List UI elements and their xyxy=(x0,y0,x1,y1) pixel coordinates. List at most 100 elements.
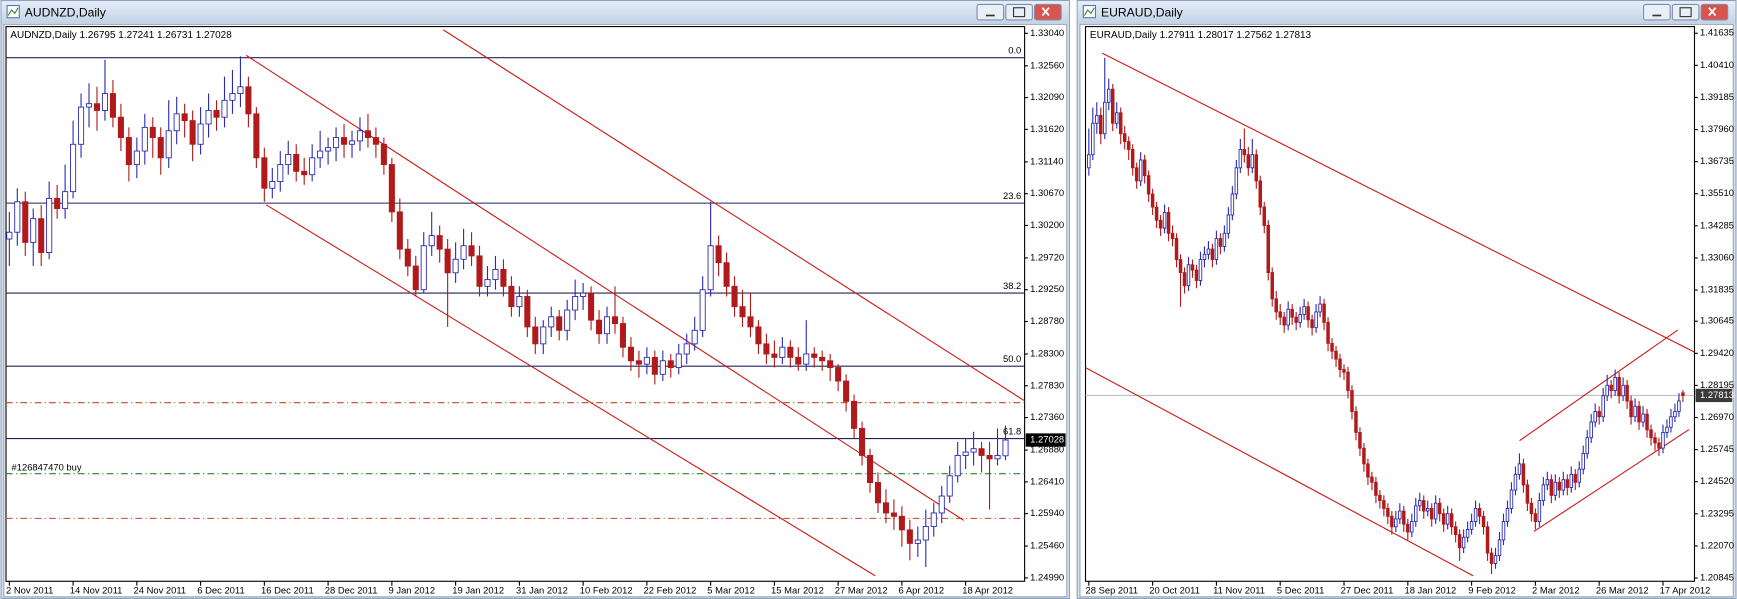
candle-body xyxy=(1306,306,1310,321)
candle-body xyxy=(1505,507,1510,522)
candle-body xyxy=(603,316,611,335)
candle-body xyxy=(1338,358,1342,371)
candle-body xyxy=(1545,479,1550,486)
candle-body xyxy=(540,326,547,345)
candle-body xyxy=(444,248,451,274)
candle-body xyxy=(859,427,866,456)
candle-body xyxy=(476,255,483,287)
y-tick-label: 1.31835 xyxy=(1700,284,1734,295)
plot-content: 0.0 23.6 38.2 50.0 61.8 #126847470 buy xyxy=(5,29,1025,577)
candle-body xyxy=(1390,515,1394,528)
candle-body xyxy=(1414,505,1418,522)
candle-body xyxy=(1314,311,1318,329)
candle-body xyxy=(1226,214,1231,234)
y-tick-label: 1.32560 xyxy=(1030,59,1064,70)
candle-body xyxy=(1218,238,1223,247)
candle-body xyxy=(109,93,116,118)
candle-body xyxy=(970,448,977,453)
candle-body xyxy=(1477,507,1482,517)
candle-body xyxy=(1402,510,1406,525)
candle-body xyxy=(1621,384,1625,397)
candle-body xyxy=(229,93,236,101)
candle-body xyxy=(70,143,77,193)
candle-body xyxy=(356,130,364,142)
maximize-button[interactable] xyxy=(1005,3,1033,21)
trend-line xyxy=(1519,329,1679,442)
candle-body xyxy=(1418,500,1422,507)
candle-body xyxy=(747,316,754,328)
x-tick-label: 9 Feb 2012 xyxy=(1468,585,1516,596)
candle-body xyxy=(1111,88,1115,124)
candle-body xyxy=(890,512,897,517)
candle-body xyxy=(1665,426,1669,433)
candle-body xyxy=(1158,219,1163,229)
candle-body xyxy=(1254,154,1259,182)
candle-body xyxy=(1473,507,1478,522)
candle-body xyxy=(1673,411,1677,418)
candle-body xyxy=(38,218,45,253)
candle-body xyxy=(85,103,93,108)
candle-body xyxy=(1493,555,1498,564)
candle-body xyxy=(1107,88,1111,103)
candle-body xyxy=(1601,395,1605,418)
candle-body xyxy=(1162,211,1167,229)
candle-body xyxy=(1653,437,1657,444)
candle-body xyxy=(619,323,626,348)
candle-body xyxy=(596,319,603,335)
x-tick-label: 9 Jan 2012 xyxy=(389,585,436,596)
candle-body xyxy=(221,99,228,118)
close-button[interactable] xyxy=(1700,3,1729,21)
candle-body xyxy=(1533,513,1538,522)
candle-body xyxy=(1346,371,1350,391)
candle-body xyxy=(6,231,13,240)
trend-line xyxy=(1085,367,1474,577)
candle-body xyxy=(14,201,21,233)
candle-body xyxy=(93,103,101,111)
price-box xyxy=(1695,388,1733,403)
x-tick-label: 27 Dec 2011 xyxy=(1341,585,1394,596)
candle-body xyxy=(157,137,164,159)
candle-body xyxy=(1182,272,1187,287)
candle-body xyxy=(691,329,698,345)
candle-body xyxy=(1425,507,1430,512)
candle-body xyxy=(827,360,834,368)
minimize-button[interactable] xyxy=(1642,3,1671,21)
candle-body xyxy=(994,455,1001,460)
candle-body xyxy=(835,367,842,382)
candle-body xyxy=(1581,452,1585,470)
candle-body xyxy=(1278,311,1282,318)
candle-body xyxy=(261,157,268,189)
close-button[interactable] xyxy=(1034,3,1062,21)
candle-body xyxy=(1445,513,1450,525)
candle-body xyxy=(1234,167,1239,195)
candle-body xyxy=(149,126,156,138)
candle-body xyxy=(1178,259,1183,274)
candle-body xyxy=(1489,552,1494,564)
candle-body xyxy=(651,356,658,375)
y-tick-label: 1.28195 xyxy=(1700,379,1734,390)
candle-body xyxy=(962,451,969,456)
candle-body xyxy=(795,356,802,365)
y-tick-label: 1.28300 xyxy=(1030,347,1064,358)
y-tick-label: 1.29420 xyxy=(1700,347,1734,358)
candle-body xyxy=(643,356,650,365)
candle-body xyxy=(364,130,371,138)
minimize-button[interactable] xyxy=(976,3,1005,21)
candle-body xyxy=(1569,473,1574,488)
candle-body xyxy=(420,245,427,291)
candle-body xyxy=(659,360,666,375)
candle-body xyxy=(1294,316,1298,323)
candle-body xyxy=(412,265,419,291)
candle-body xyxy=(428,235,435,247)
candle-body xyxy=(1130,149,1135,169)
candle-body xyxy=(1250,154,1255,169)
candle-body xyxy=(1461,536,1466,549)
y-tick-label: 1.25460 xyxy=(1030,540,1064,551)
y-tick-label: 1.29720 xyxy=(1030,251,1064,262)
candle-body xyxy=(1114,112,1119,124)
candle-body xyxy=(1138,159,1143,182)
candle-body xyxy=(1406,523,1410,533)
maximize-button[interactable] xyxy=(1671,3,1700,21)
candle-body xyxy=(1529,502,1534,515)
candle-body xyxy=(117,116,124,138)
